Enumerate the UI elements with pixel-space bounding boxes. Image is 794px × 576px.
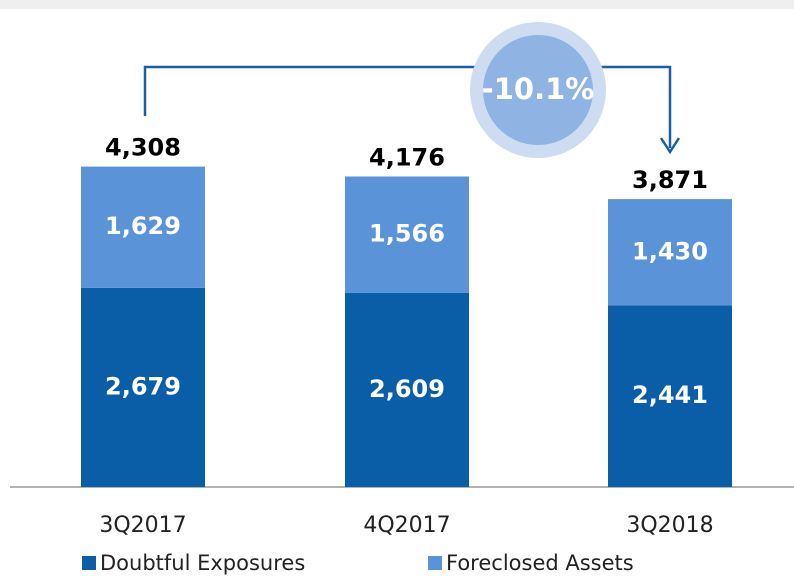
x-tick-label: 4Q2017 [363, 513, 450, 538]
legend-swatch [428, 556, 442, 570]
total-label: 3,871 [632, 166, 708, 194]
change-label: -10.1% [482, 72, 595, 106]
segment-label: 1,566 [369, 220, 445, 248]
total-label: 4,308 [105, 134, 181, 162]
bar-segment [345, 176, 469, 293]
bar-segment [608, 305, 732, 487]
bar-segment [81, 287, 205, 487]
segment-label: 2,441 [632, 381, 708, 409]
change-arrow [143, 65, 672, 148]
bar-segment [81, 166, 205, 288]
segment-label: 2,679 [105, 372, 181, 400]
x-tick-label: 3Q2017 [99, 513, 186, 538]
total-label: 4,176 [369, 143, 445, 171]
segment-label: 2,609 [369, 375, 445, 403]
legend-swatch [82, 556, 96, 570]
segment-label: 1,430 [632, 237, 708, 265]
bar-segment [608, 199, 732, 306]
badge-inner [483, 35, 593, 145]
legend-label: Doubtful Exposures [100, 551, 305, 575]
arrow-head [659, 137, 681, 155]
top-band [0, 0, 794, 9]
x-tick-label: 3Q2018 [626, 513, 713, 538]
bar-segment [345, 292, 469, 487]
legend-label: Foreclosed Assets [446, 551, 634, 575]
segment-label: 1,629 [105, 212, 181, 240]
